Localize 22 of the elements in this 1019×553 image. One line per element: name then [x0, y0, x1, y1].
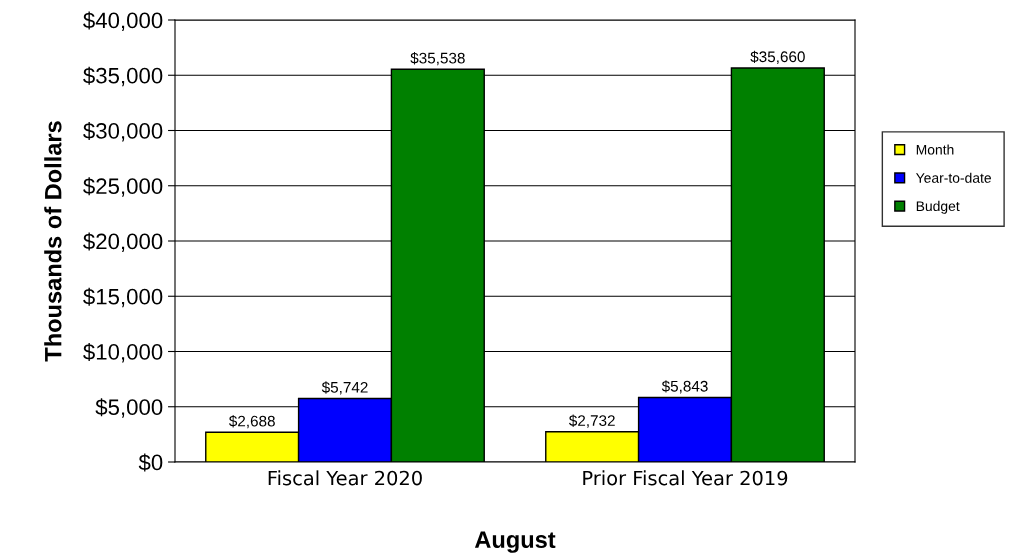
y-tick-label: $25,000 — [83, 177, 163, 197]
y-tick-label: $35,000 — [83, 66, 163, 87]
data-label: $2,688 — [228, 415, 275, 429]
data-label: $35,660 — [750, 50, 805, 64]
legend-label: Budget — [916, 200, 960, 214]
y-tick-label: $20,000 — [83, 232, 163, 252]
data-label: $5,843 — [661, 380, 708, 394]
x-tick-label: Prior Fiscal Year 2019 — [583, 470, 788, 486]
y-tick-label: $40,000 — [83, 11, 163, 31]
data-label: $5,742 — [321, 381, 368, 395]
legend-label: Year-to-date — [915, 172, 991, 183]
y-tick-label: $10,000 — [83, 343, 163, 363]
data-label: $35,538 — [410, 52, 465, 66]
legend-label: Month — [916, 144, 954, 155]
y-tick-label: $5,000 — [95, 398, 163, 418]
x-axis-title: August — [474, 531, 556, 553]
y-tick-label: $15,000 — [83, 287, 163, 308]
y-tick-label: $30,000 — [83, 122, 163, 142]
y-axis-title: Thousands of Dollars — [44, 121, 62, 362]
x-tick-label: Fiscal Year 2020 — [268, 470, 422, 486]
y-tick-label: $0 — [138, 453, 163, 472]
data-label: $2,732 — [568, 414, 615, 428]
